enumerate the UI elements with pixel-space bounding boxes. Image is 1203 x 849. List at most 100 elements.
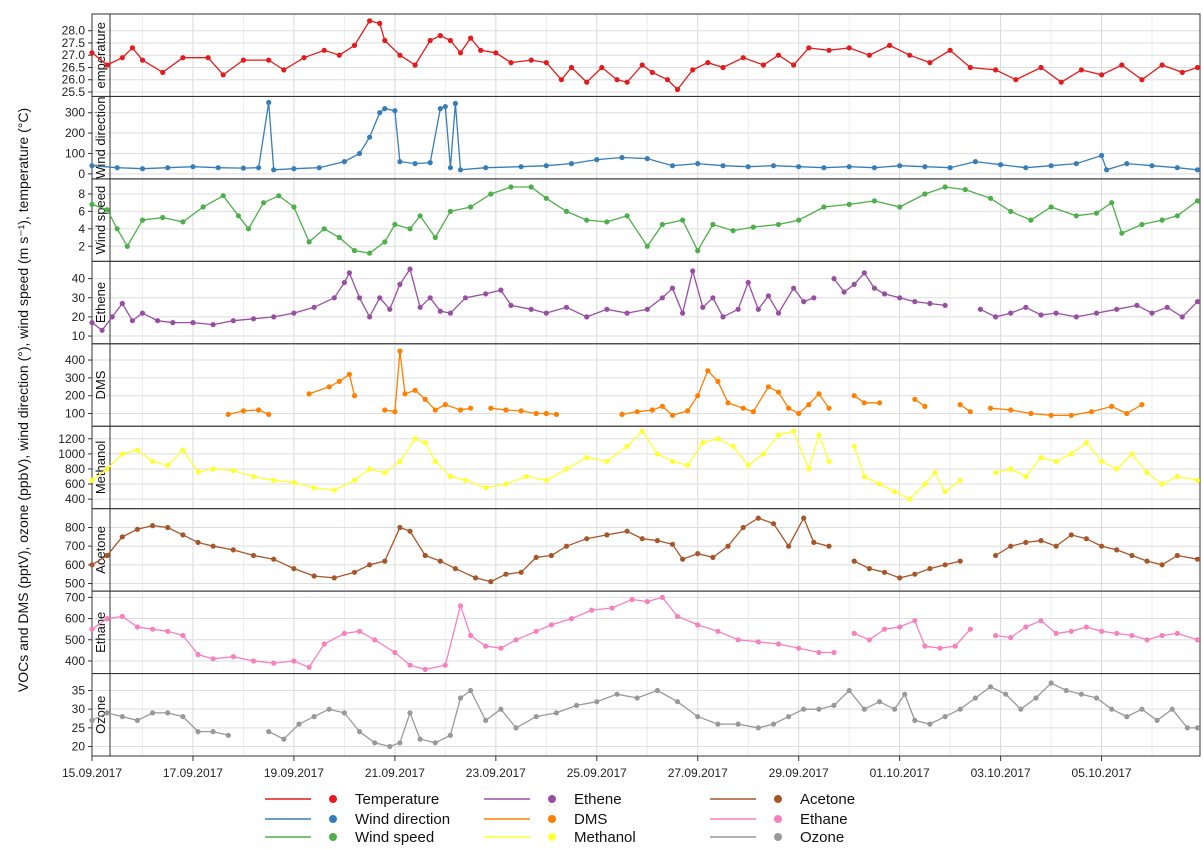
- data-point-wind-direction: [1048, 163, 1054, 169]
- data-point-ethene: [1114, 306, 1120, 312]
- data-point-ethane: [1114, 630, 1120, 637]
- data-point-wind-direction: [483, 165, 489, 171]
- data-point-temperature: [806, 45, 812, 51]
- data-point-dms: [775, 389, 782, 395]
- data-point-methanol: [563, 466, 570, 472]
- data-point-temperature: [1099, 72, 1105, 78]
- data-point-methanol: [806, 466, 812, 472]
- data-point-wind-speed: [351, 248, 358, 254]
- data-point-ethene: [367, 314, 373, 320]
- data-point-wind-speed: [1194, 198, 1201, 204]
- data-point-ethene: [271, 314, 277, 320]
- data-point-wind-speed: [821, 204, 827, 210]
- data-point-ethene: [1194, 299, 1201, 305]
- data-point-ozone: [326, 706, 332, 712]
- data-point-ozone: [816, 706, 822, 712]
- legend-marker-swatch: [774, 815, 782, 823]
- data-point-methanol: [654, 451, 661, 457]
- data-point-dms: [306, 391, 312, 397]
- data-point-wind-direction: [392, 108, 398, 114]
- data-point-wind-direction: [382, 106, 388, 112]
- data-point-ethane: [498, 645, 504, 651]
- data-point-ethene: [765, 293, 772, 299]
- panel-label: Methanol: [93, 441, 108, 495]
- data-point-temperature: [447, 37, 453, 44]
- data-point-acetone: [1194, 556, 1201, 562]
- data-point-wind-direction: [190, 164, 196, 170]
- data-point-methanol: [851, 443, 857, 449]
- data-point-ethane: [250, 658, 257, 664]
- data-point-methanol: [826, 458, 832, 464]
- data-point-ozone: [574, 702, 580, 709]
- data-point-methanol: [180, 447, 186, 453]
- data-point-wind-speed: [1073, 213, 1079, 219]
- data-point-ethane: [119, 613, 125, 620]
- data-point-wind-direction: [770, 163, 777, 169]
- data-point-temperature: [89, 50, 95, 56]
- data-point-wind-speed: [468, 204, 474, 210]
- legend-item-acetone: Acetone: [710, 791, 855, 808]
- data-point-acetone: [1053, 543, 1059, 549]
- data-point-wind-speed: [392, 221, 398, 228]
- data-point-ozone: [1063, 687, 1069, 694]
- data-point-dms: [488, 405, 494, 411]
- data-point-ethene: [669, 285, 676, 291]
- y-tick-label: 600: [65, 558, 85, 572]
- y-tick-label: 6: [78, 204, 85, 218]
- data-point-methanol: [250, 473, 257, 480]
- x-tick-label: 01.10.2017: [870, 766, 930, 780]
- data-point-ozone: [468, 687, 474, 694]
- panel-label: Ethane: [93, 612, 108, 653]
- data-point-acetone: [382, 558, 388, 564]
- data-point-acetone: [437, 558, 443, 564]
- series-line-ethane: [91, 596, 834, 671]
- data-point-ethane: [230, 654, 236, 660]
- data-point-ethane: [271, 660, 277, 666]
- data-point-temperature: [826, 47, 832, 53]
- data-point-wind-direction: [594, 157, 600, 163]
- data-point-ethane: [644, 599, 650, 605]
- data-point-ethane: [589, 607, 595, 613]
- data-point-ethene: [851, 281, 857, 287]
- data-point-acetone: [210, 543, 216, 549]
- data-point-dms: [725, 400, 731, 406]
- data-point-ethene: [861, 270, 867, 276]
- data-point-temperature: [205, 55, 211, 61]
- data-point-methanol: [462, 477, 469, 483]
- data-point-ethene: [170, 320, 176, 326]
- data-point-acetone: [897, 575, 903, 581]
- data-point-ethene: [584, 314, 590, 320]
- data-point-dms: [634, 409, 640, 415]
- panels-group: 25.526.026.527.027.528.0 emperature010020…: [58, 13, 1201, 757]
- data-point-wind-speed: [962, 187, 968, 193]
- data-point-ethene: [942, 302, 948, 308]
- data-point-acetone: [230, 547, 236, 553]
- data-point-methanol: [1144, 470, 1150, 476]
- x-axis: 15.09.2017 17.09.2017 19.09.2017 21.09.2017…: [62, 756, 1132, 780]
- data-point-ethene: [831, 276, 837, 282]
- data-point-ethene: [1149, 310, 1155, 316]
- data-point-dms: [533, 410, 539, 417]
- panel-label: emperature: [93, 22, 108, 88]
- y-tick-label: 27.5: [62, 36, 86, 50]
- data-point-ethane: [457, 603, 464, 609]
- data-point-wind-direction: [266, 99, 272, 106]
- data-point-wind-direction: [1174, 165, 1180, 171]
- data-point-ozone: [372, 740, 378, 746]
- data-point-methanol: [922, 481, 928, 487]
- data-point-ethene: [291, 310, 297, 316]
- data-point-ethene: [791, 285, 797, 291]
- panel-label: Acetone: [93, 526, 108, 574]
- data-point-wind-speed: [1008, 208, 1014, 214]
- data-point-methanol: [422, 440, 428, 446]
- data-point-ozone: [1078, 691, 1084, 697]
- data-point-ozone: [311, 714, 317, 720]
- data-point-ethane: [735, 637, 741, 643]
- data-point-ethane: [150, 626, 156, 632]
- data-point-wind-speed: [987, 195, 994, 201]
- data-point-temperature: [220, 72, 226, 78]
- data-point-wind-direction: [442, 104, 448, 110]
- data-point-ozone: [397, 740, 403, 746]
- data-point-ethene: [89, 320, 95, 326]
